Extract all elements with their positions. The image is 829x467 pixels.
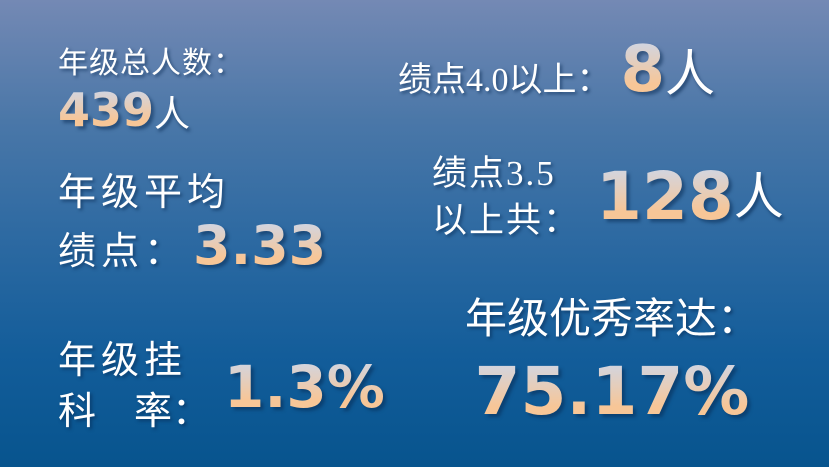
stat-gpa4-unit: 人 [665, 46, 716, 102]
stat-avg-label-line1: 年级平均 [58, 172, 231, 214]
stat-average-gpa: 年级平均 绩点： 3.33 [58, 168, 326, 279]
stat-excellent-label: 年级优秀率达： [464, 297, 759, 343]
stat-fail-label: 年级挂 科 率： [58, 336, 210, 439]
stat-gpa-above-4: 绩点4.0以上： 8 人 [398, 38, 715, 104]
stat-gpa35-label-line2: 以上共： [432, 201, 581, 241]
stat-excellent-value: 75.17% [474, 352, 750, 430]
stat-gpa35-value: 128 [596, 158, 734, 236]
stat-total-value-line: 439 人 [58, 87, 244, 133]
stat-gpa4-label: 绩点4.0以上： [398, 62, 611, 99]
stat-gpa4-value: 8 [620, 33, 666, 107]
stat-fail-value: 1.3% [224, 353, 385, 422]
stat-avg-value-line: 绩点： 3.33 [58, 219, 326, 278]
stat-gpa35-label-line1: 绩点3.5 [432, 154, 556, 193]
stat-total-unit: 人 [154, 93, 191, 134]
stat-total-value: 439 [58, 82, 155, 137]
stat-fail-label-line1: 年级挂 [58, 340, 188, 382]
stat-avg-value: 3.33 [193, 214, 327, 278]
stat-gpa35-unit: 人 [733, 169, 784, 226]
stat-total-students: 年级总人数： 439 人 [58, 44, 244, 133]
stat-gpa-above-3-5: 绩点3.5 以上共： 128 人 [432, 150, 784, 245]
stat-gpa35-label: 绩点3.5 以上共： [432, 150, 580, 245]
stat-excellence-rate: 年级优秀率达： 75.17% [442, 292, 782, 425]
stat-total-label: 年级总人数： [58, 47, 244, 80]
stat-fail-label-line2: 科 率： [58, 391, 211, 434]
stat-fail-rate: 年级挂 科 率： 1.3% [58, 336, 385, 439]
stat-avg-label-line2: 绩点： [58, 231, 188, 274]
